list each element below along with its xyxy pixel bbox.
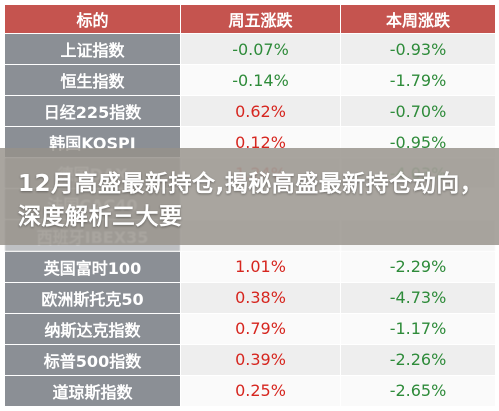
table-row: 上证指数 -0.07% -0.93% bbox=[4, 32, 496, 66]
table-row: 恒生指数 -0.14% -1.79% bbox=[4, 64, 496, 97]
weekly-change-cell: -0.70% bbox=[340, 95, 496, 128]
friday-change-cell: 0.38% bbox=[180, 281, 341, 314]
index-name-cell: 上证指数 bbox=[4, 32, 181, 66]
weekly-change-cell: -1.17% bbox=[340, 312, 496, 345]
weekly-change-cell: -2.26% bbox=[340, 343, 496, 376]
friday-change-cell: 0.79% bbox=[180, 312, 341, 345]
index-name-cell: 日经225指数 bbox=[4, 95, 181, 128]
friday-change-cell: 0.39% bbox=[180, 343, 341, 376]
friday-change-cell: 0.25% bbox=[180, 374, 341, 408]
table-row: 纳斯达克指数 0.79% -1.17% bbox=[4, 312, 496, 345]
index-name-cell: 道琼斯指数 bbox=[4, 374, 181, 408]
table-header-row: 标的 周五涨跌 本周涨跌 bbox=[4, 4, 496, 34]
friday-change-cell: 0.62% bbox=[180, 95, 341, 128]
header-symbol: 标的 bbox=[4, 4, 181, 34]
weekly-change-cell: -2.29% bbox=[340, 250, 496, 283]
index-name-cell: 恒生指数 bbox=[4, 64, 181, 97]
table-row: 欧洲斯托克50 0.38% -4.73% bbox=[4, 281, 496, 314]
friday-change-cell: -0.14% bbox=[180, 64, 341, 97]
index-name-cell: 纳斯达克指数 bbox=[4, 312, 181, 345]
table-row: 日经225指数 0.62% -0.70% bbox=[4, 95, 496, 128]
index-name-cell: 英国富时100 bbox=[4, 250, 181, 283]
weekly-change-cell: -1.79% bbox=[340, 64, 496, 97]
friday-change-cell: -0.07% bbox=[180, 32, 341, 66]
index-name-cell: 欧洲斯托克50 bbox=[4, 281, 181, 314]
table-row: 道琼斯指数 0.25% -2.65% bbox=[4, 374, 496, 408]
table-row: 英国富时100 1.01% -2.29% bbox=[4, 250, 496, 283]
weekly-change-cell: -4.73% bbox=[340, 281, 496, 314]
index-name-cell: 标普500指数 bbox=[4, 343, 181, 376]
header-friday-change: 周五涨跌 bbox=[180, 4, 341, 34]
weekly-change-cell: -0.93% bbox=[340, 32, 496, 66]
header-weekly-change: 本周涨跌 bbox=[340, 4, 496, 34]
article-title: 12月高盛最新持仓,揭秘高盛最新持仓动向，深度解析三大要 bbox=[18, 171, 484, 230]
weekly-change-cell: -2.65% bbox=[340, 374, 496, 408]
title-banner-overlay bbox=[0, 148, 499, 245]
friday-change-cell: 1.01% bbox=[180, 250, 341, 283]
table-row: 标普500指数 0.39% -2.26% bbox=[4, 343, 496, 376]
